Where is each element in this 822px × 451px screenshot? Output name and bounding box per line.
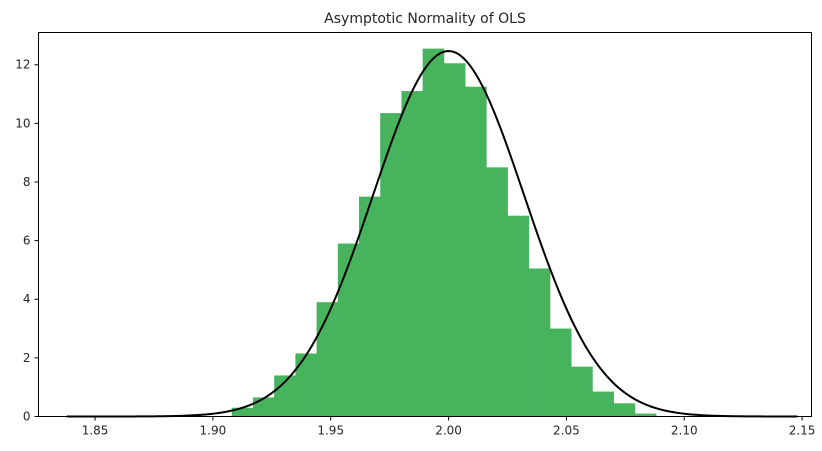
histogram-bar-18: [613, 403, 636, 417]
histogram-bar-11: [465, 86, 487, 417]
histogram-bar-1: [252, 397, 275, 417]
histogram-bar-15: [549, 328, 572, 417]
histogram-bar-17: [592, 391, 614, 417]
y-tick-label-6: 12: [15, 58, 30, 72]
histogram-bar-10: [443, 63, 466, 417]
x-tick-label-6: 2.15: [789, 424, 816, 438]
histogram-bar-12: [486, 167, 508, 417]
plot-frame: [38, 32, 812, 417]
y-tick-label-0: 0: [23, 410, 31, 424]
histogram-bar-8: [401, 91, 424, 417]
x-tick-label-1: 1.90: [200, 424, 227, 438]
x-axis: 1.85 1.90 1.95 2.00 2.05 2.10 2.15: [82, 416, 816, 438]
x-tick-label-4: 2.05: [553, 424, 580, 438]
y-axis: 0 2 4 6 8 10 12: [15, 58, 39, 424]
x-tick-label-5: 2.10: [671, 424, 698, 438]
y-tick-label-4: 8: [23, 175, 31, 189]
histogram-bar-19: [634, 413, 657, 417]
histogram-bar-14: [528, 268, 551, 417]
histogram-bar-7: [380, 113, 402, 417]
x-tick-label-3: 2.00: [435, 424, 462, 438]
histogram-bar-9: [422, 48, 445, 417]
histogram-bar-3: [295, 353, 317, 417]
chart-title: Asymptotic Normality of OLS: [324, 11, 526, 27]
histogram-bar-4: [316, 302, 339, 417]
normal-density-curve: [66, 50, 798, 418]
histogram-bar-5: [337, 243, 360, 417]
histogram-bar-0: [231, 407, 254, 417]
y-tick-label-3: 6: [23, 234, 31, 248]
histogram-bar-13: [507, 215, 530, 417]
histogram-bars: [231, 48, 657, 417]
y-tick-label-1: 2: [23, 351, 31, 365]
x-tick-label-0: 1.85: [82, 424, 109, 438]
histogram-bar-6: [359, 196, 381, 417]
x-tick-label-2: 1.95: [317, 424, 344, 438]
y-tick-label-5: 10: [15, 116, 30, 130]
histogram-bar-16: [571, 366, 593, 417]
y-tick-label-2: 4: [23, 292, 31, 306]
